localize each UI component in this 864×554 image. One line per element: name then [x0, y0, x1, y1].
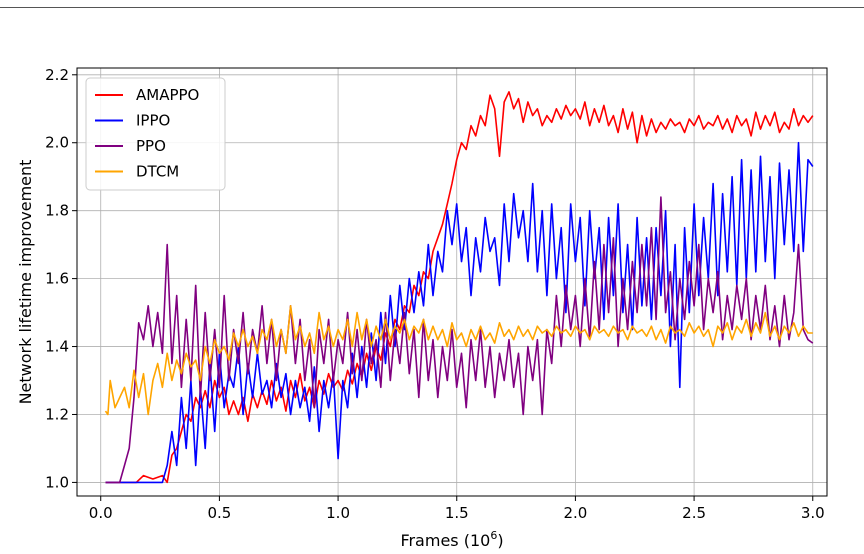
x-axis-label-main: Frames (10 [400, 531, 490, 550]
legend-label-ppo: PPO [136, 137, 166, 155]
series-line-ppo [105, 196, 814, 484]
x-tick-label: 1.0 [326, 504, 350, 522]
x-tick-label: 3.0 [801, 504, 825, 522]
y-tick-label: 1.2 [45, 405, 69, 423]
x-axis-label: Frames (106) [400, 529, 503, 550]
y-tick-label: 1.4 [45, 338, 69, 356]
axis-ticks: 0.0 0.5 1.0 1.5 2.0 2.5 3.0 1.0 1.2 1.4 1.6 1.8 2.0 2… [45, 66, 825, 522]
series-line-amappo [105, 91, 814, 484]
x-tick-label: 0.5 [207, 504, 231, 522]
legend-label-amappo: AMAPPO [136, 86, 199, 104]
y-tick-label: 1.8 [45, 202, 69, 220]
x-tick-label: 2.0 [563, 504, 587, 522]
series-line-ippo [105, 141, 814, 484]
legend-box [85, 77, 226, 191]
series-line-dtcm [104, 305, 813, 416]
y-tick-label: 1.6 [45, 270, 69, 288]
legend-label-ippo: IPPO [136, 112, 170, 130]
x-tick-label: 0.0 [89, 504, 113, 522]
x-tick-label: 2.5 [682, 504, 706, 522]
y-axis-label: Network lifetime improvement [16, 160, 35, 405]
legend: AMAPPO IPPO PPO DTCM [85, 77, 226, 191]
plot-frame [76, 67, 828, 497]
y-tick-label: 1.0 [45, 473, 69, 491]
legend-label-dtcm: DTCM [136, 163, 179, 181]
x-tick-label: 1.5 [445, 504, 469, 522]
top-divider-line [0, 7, 864, 8]
x-axis-label-exponent: 6 [490, 529, 497, 542]
series-lines [104, 91, 814, 484]
x-axis-label-close: ) [497, 531, 503, 550]
y-tick-label: 2.2 [45, 66, 69, 84]
y-tick-label: 2.0 [45, 134, 69, 152]
